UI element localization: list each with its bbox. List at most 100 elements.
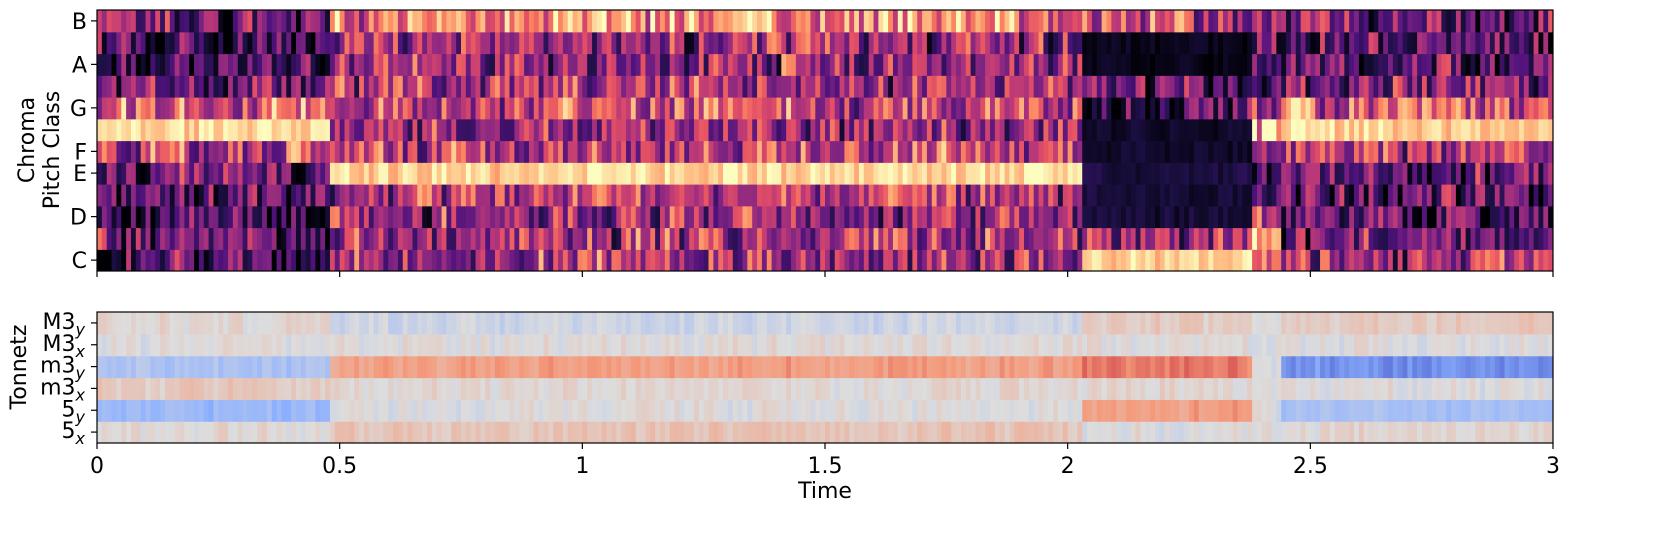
tonnetz-cell [441, 333, 448, 357]
chroma-cell [912, 97, 918, 120]
chroma-cell [825, 140, 831, 163]
chroma-cell [771, 31, 778, 55]
chroma-cell [635, 10, 642, 33]
chroma-cell [616, 227, 622, 250]
chroma-cell [990, 227, 996, 250]
chroma-cell [965, 118, 972, 142]
tonnetz-cell [873, 377, 879, 400]
tonnetz-cell [970, 355, 977, 379]
tonnetz-cell [228, 377, 234, 400]
chroma-cell [669, 140, 676, 163]
chroma-cell [965, 162, 972, 185]
chroma-cell [232, 205, 239, 229]
tonnetz-cell [766, 355, 773, 379]
tonnetz-cell [854, 377, 860, 400]
chroma-cell [1494, 184, 1501, 207]
chroma-cell [359, 184, 365, 207]
chroma-cell [616, 97, 622, 120]
chroma-cell [723, 227, 729, 250]
chroma-cell [708, 31, 714, 55]
tonnetz-cell [446, 421, 452, 443]
chroma-cell [1417, 140, 1423, 163]
chroma-cell [1436, 184, 1442, 207]
tonnetz-cell [1349, 377, 1355, 400]
chroma-cell [1227, 140, 1234, 163]
chroma-cell [1504, 227, 1510, 250]
chroma-cell [815, 162, 821, 185]
tonnetz-cell [281, 377, 287, 400]
tonnetz-cell [1028, 355, 1035, 379]
tonnetz-cell [1252, 377, 1258, 400]
chroma-cell [451, 249, 457, 271]
tonnetz-cell [829, 333, 836, 357]
chroma-cell [674, 31, 680, 55]
chroma-cell [577, 97, 583, 120]
chroma-cell [184, 140, 190, 163]
chroma-cell [800, 162, 807, 185]
chroma-cell [388, 31, 394, 55]
tonnetz-cell [674, 333, 680, 357]
chroma-cell [994, 97, 1001, 120]
chroma-cell [1354, 53, 1360, 76]
tonnetz-cell [397, 377, 404, 400]
chroma-cell [621, 53, 627, 76]
chroma-cell [1339, 205, 1345, 229]
tonnetz-cell [892, 333, 899, 357]
chroma-cell [985, 184, 991, 207]
chroma-cell [931, 140, 938, 163]
tonnetz-cell [1281, 399, 1287, 422]
chroma-cell [223, 227, 229, 250]
chroma-cell [232, 140, 239, 163]
tonnetz-cell [412, 355, 418, 379]
chroma-cell [509, 184, 515, 207]
chroma-cell [912, 53, 918, 76]
chroma-cell [970, 118, 977, 142]
chroma-cell [1470, 97, 1476, 120]
chroma-cell [902, 227, 909, 250]
chroma-cell [1203, 53, 1210, 76]
chroma-cell [1402, 140, 1408, 163]
tonnetz-cell [771, 399, 778, 422]
chroma-cell [1155, 205, 1161, 229]
chroma-cell [262, 118, 268, 142]
tonnetz-cell [1227, 377, 1234, 400]
chroma-cell [97, 10, 103, 33]
chroma-cell [242, 31, 249, 55]
tonnetz-cell [776, 377, 782, 400]
chroma-cell [194, 75, 200, 98]
tonnetz-cell [815, 333, 821, 357]
tonnetz-cell [417, 399, 423, 422]
chroma-cell [1125, 53, 1132, 76]
chroma-cell [1193, 184, 1200, 207]
chroma-cell [723, 75, 729, 98]
chroma-cell [441, 118, 448, 142]
chroma-cell [781, 75, 787, 98]
tonnetz-cell [592, 399, 598, 422]
tonnetz-cell [1237, 399, 1243, 422]
tonnetz-cell [446, 399, 452, 422]
chroma-cell [524, 10, 530, 33]
chroma-cell [291, 75, 297, 98]
tonnetz-cell [160, 399, 166, 422]
chroma-cell [825, 227, 831, 250]
tonnetz-cell [1033, 355, 1040, 379]
tonnetz-cell [247, 399, 253, 422]
chroma-cell [242, 205, 249, 229]
chroma-cell [1237, 162, 1243, 185]
chroma-cell [1446, 31, 1452, 55]
chroma-cell [1543, 97, 1549, 120]
tonnetz-cell [1480, 377, 1486, 400]
chroma-cell [941, 97, 947, 120]
chroma-cell [1383, 97, 1389, 120]
tonnetz-cell [325, 355, 331, 379]
chroma-cell [1232, 118, 1239, 142]
chroma-cell [990, 10, 996, 33]
chroma-cell [1096, 53, 1103, 76]
tonnetz-cell [538, 399, 545, 422]
tonnetz-cell [548, 399, 554, 422]
chroma-cell [693, 97, 700, 120]
chroma-cell [655, 31, 661, 55]
chroma-cell [878, 75, 884, 98]
tonnetz-cell [1528, 377, 1535, 400]
chroma-cell [1179, 31, 1185, 55]
